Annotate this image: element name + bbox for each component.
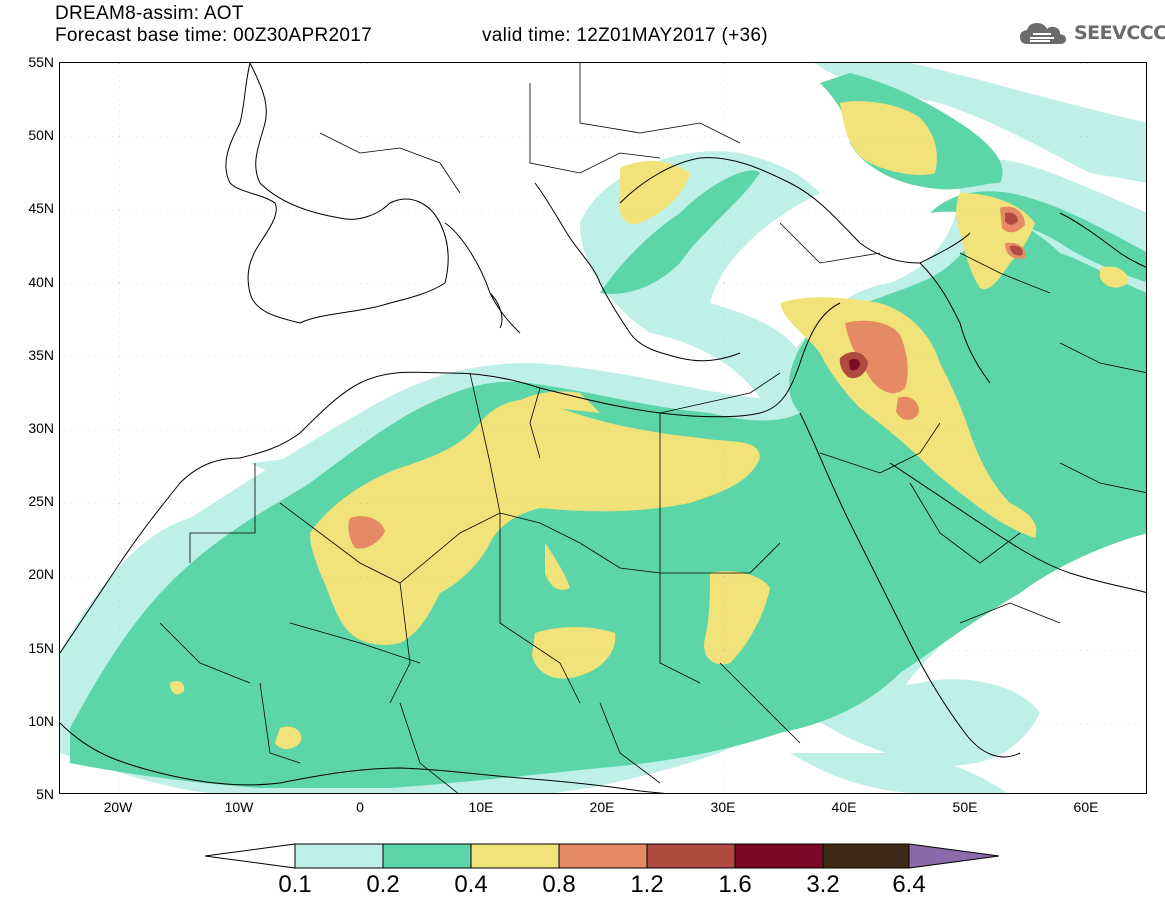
lon-label: 10E xyxy=(468,799,494,815)
colorbar-label: 3.2 xyxy=(806,871,840,898)
colorbar-label: 0.4 xyxy=(454,871,488,898)
lat-label: 20N xyxy=(28,566,54,582)
lon-label: 40E xyxy=(831,799,857,815)
lat-label: 45N xyxy=(28,200,54,216)
colorbar-bin xyxy=(558,843,648,869)
colorbar-bin xyxy=(734,843,824,869)
lon-label: 0 xyxy=(356,799,364,815)
lon-label: 10W xyxy=(224,799,254,815)
cloud-icon xyxy=(1020,23,1066,44)
lat-label: 15N xyxy=(28,640,54,656)
colorbar-over-arrow xyxy=(908,843,1000,869)
colorbar-under-arrow xyxy=(205,843,296,869)
lon-label: 20E xyxy=(589,799,615,815)
lat-label: 40N xyxy=(28,274,54,290)
colorbar-label: 0.2 xyxy=(366,871,400,898)
lat-label: 30N xyxy=(28,420,54,436)
lon-label: 30E xyxy=(710,799,736,815)
aot-map xyxy=(60,63,1146,793)
lon-label: 50E xyxy=(952,799,978,815)
lat-label: 35N xyxy=(28,347,54,363)
colorbar-label: 0.1 xyxy=(278,871,312,898)
colorbar-label: 1.6 xyxy=(718,871,752,898)
colorbar-bin xyxy=(470,843,560,869)
colorbar-bin xyxy=(294,843,384,869)
map-title: DREAM8-assim: AOT xyxy=(55,3,244,24)
colorbar-bin xyxy=(646,843,736,869)
lon-label: 20W xyxy=(103,799,133,815)
colorbar-bin xyxy=(822,843,910,869)
lat-label: 55N xyxy=(28,54,54,70)
logo-text: SEEVCCC xyxy=(1074,22,1165,44)
colorbar-label: 1.2 xyxy=(630,871,664,898)
lat-label: 5N xyxy=(36,786,54,802)
graticule xyxy=(60,63,1146,793)
valid-time: valid time: 12Z01MAY2017 (+36) xyxy=(482,25,768,46)
map-area[interactable] xyxy=(59,62,1147,794)
colorbar xyxy=(205,843,1000,869)
colorbar-label: 0.8 xyxy=(542,871,576,898)
colorbar-bin xyxy=(382,843,472,869)
lat-label: 25N xyxy=(28,493,54,509)
forecast-base-time: Forecast base time: 00Z30APR2017 xyxy=(55,25,372,46)
lat-label: 10N xyxy=(28,713,54,729)
seevccc-logo: SEEVCCC xyxy=(1018,20,1165,46)
lat-label: 50N xyxy=(28,127,54,143)
lon-label: 60E xyxy=(1073,799,1099,815)
colorbar-label: 6.4 xyxy=(892,871,926,898)
